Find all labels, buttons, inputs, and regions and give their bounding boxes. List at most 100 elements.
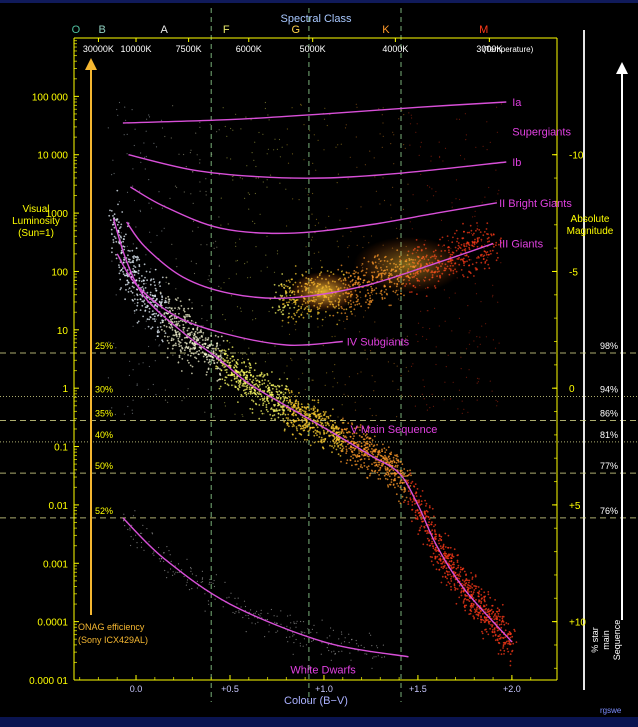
star-point [288,425,290,428]
star-point [287,279,290,282]
star-point [343,320,345,322]
star-point [254,222,256,225]
star-point [260,395,263,398]
star-point [220,224,222,226]
star-point [142,524,144,527]
star-point [201,581,204,583]
star-point [468,584,471,587]
star-point [481,201,483,203]
star-point [260,609,262,612]
star-point [117,229,120,232]
star-point [439,537,441,540]
star-point [235,380,238,383]
star-point [146,528,148,530]
star-point [454,589,456,591]
star-point [221,396,223,398]
star-point [116,218,118,221]
star-point [190,331,193,333]
star-point [256,395,259,398]
star-point [303,308,306,311]
star-point [424,516,427,518]
star-point [177,306,180,309]
star-point [207,600,209,602]
star-point [482,255,485,258]
star-point [244,376,247,379]
star-point [284,387,287,390]
star-point [224,379,226,382]
y2-axis-label: Absolute [571,214,610,225]
star-point [376,471,379,474]
star-point [202,332,205,334]
star-point [340,442,343,445]
star-point [413,499,416,502]
star-point [497,612,500,615]
star-point [223,282,225,284]
star-point [453,548,456,551]
star-point [148,307,151,310]
star-point [476,617,479,620]
star-point [368,458,370,461]
star-point [166,577,168,579]
star-point [226,157,228,159]
star-point [111,223,114,226]
star-point [267,353,269,355]
star-point [155,146,158,148]
star-point [245,378,247,380]
star-point [255,318,257,320]
star-point [458,118,461,120]
star-point [145,130,147,132]
star-point [321,318,324,321]
star-point [181,320,184,323]
star-point [353,427,356,430]
star-point [131,109,133,111]
star-point [283,299,285,301]
star-point [446,554,449,557]
star-point [340,460,342,463]
star-point [334,437,336,439]
star-point [453,584,456,587]
star-point [252,400,255,403]
star-point [321,422,324,425]
star-point [301,406,304,408]
star-point [276,148,278,150]
star-point [344,435,347,438]
star-point [302,372,304,374]
star-point [166,339,169,342]
star-point [329,434,332,437]
star-point [219,356,221,358]
star-point [136,542,138,544]
star-point [276,253,279,255]
star-point [393,134,395,136]
star-point [181,347,184,350]
star-point [175,317,178,319]
star-point [364,452,367,455]
star-point [238,612,240,614]
star-point [201,318,203,320]
star-point [458,317,460,319]
star-point [229,361,232,364]
star-point [299,428,302,430]
star-point [426,200,428,202]
star-point [241,384,244,387]
star-point [474,215,476,217]
star-point [495,169,497,171]
star-point [401,481,404,484]
star-point [274,410,276,412]
star-point [108,214,111,217]
star-point [482,258,485,260]
star-point [475,608,478,611]
star-point [196,587,198,589]
star-point [331,445,333,448]
star-point [274,345,276,347]
star-point [278,394,280,396]
star-point [298,199,300,201]
star-point [445,570,448,573]
star-point [278,309,280,311]
star-point [468,271,470,273]
star-point [254,402,257,405]
star-point [244,388,247,391]
star-point [189,340,192,343]
star-point [238,610,240,612]
star-point [366,299,369,301]
star-point [407,370,410,372]
